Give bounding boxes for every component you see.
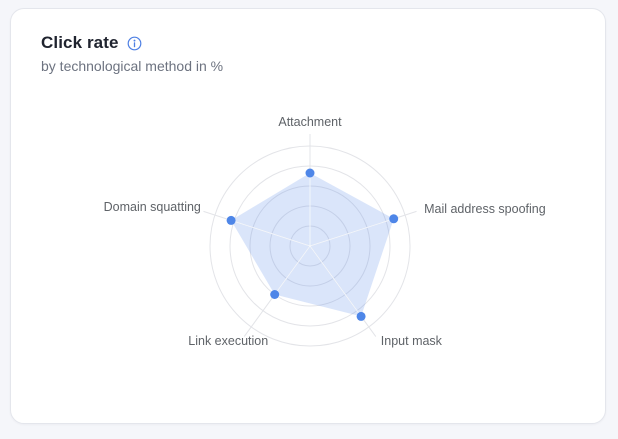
axis-overlay-line-1 [309,214,394,247]
axis-overlay-line-4 [231,214,311,247]
axis-label-2: Input mask [381,334,443,348]
info-circle-icon[interactable] [127,36,142,51]
card-header: Click rate by technological method in % [41,33,223,74]
data-point-0[interactable] [305,168,315,178]
axis-label-0: Attachment [278,115,342,129]
data-point-4[interactable] [226,215,236,225]
data-point-3[interactable] [270,290,280,299]
chart-subtitle: by technological method in % [41,58,224,74]
axis-label-3: Link execution [188,334,268,348]
axis-label-4: Domain squatting [104,200,201,214]
radar-chart: Attachment Mail address spoofing Input mas… [104,115,546,348]
click-rate-card: Attachment Mail address spoofing Input mas… [10,8,606,424]
data-point-2[interactable] [356,311,366,321]
data-point-1[interactable] [389,214,399,224]
page-title: Click rate [41,33,119,52]
axis-label-1: Mail address spoofing [424,202,546,216]
